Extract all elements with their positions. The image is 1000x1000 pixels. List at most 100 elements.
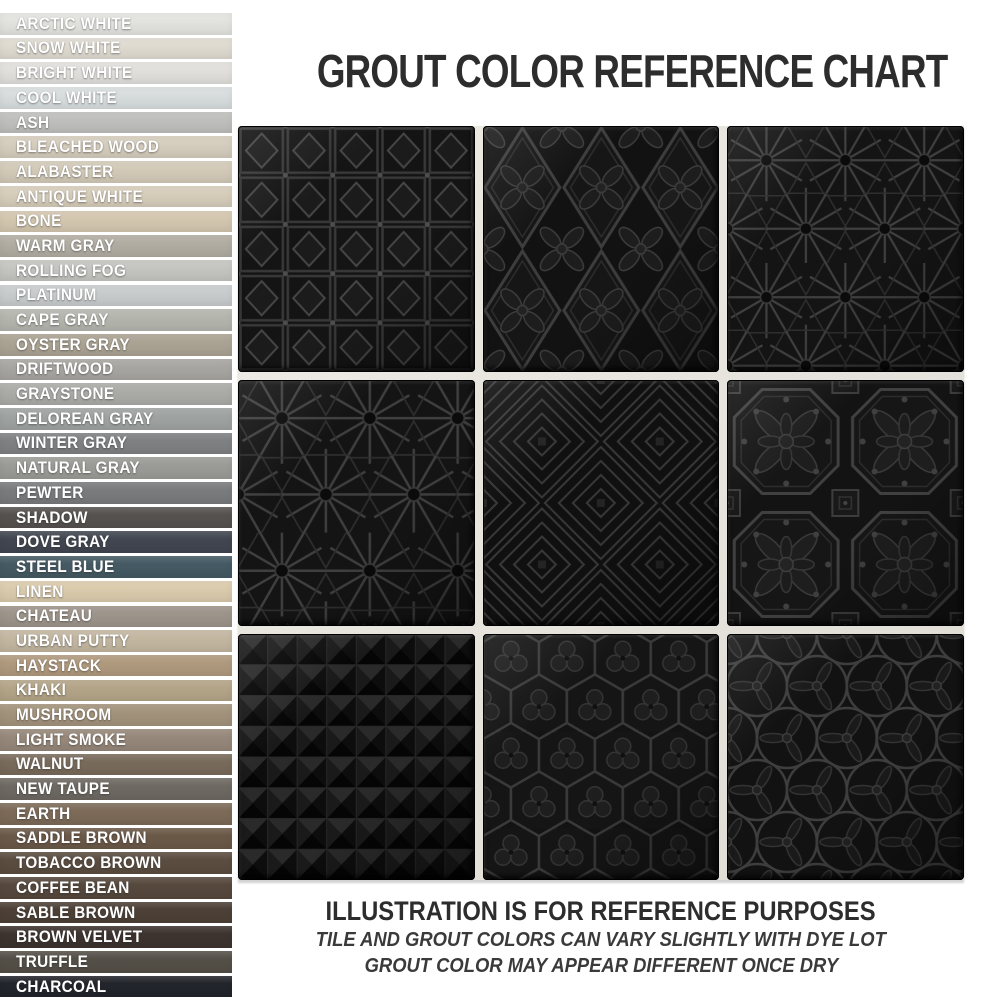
swatch-label: SADDLE BROWN — [16, 828, 147, 848]
swatch-row-mushroom: MUSHROOM — [0, 704, 232, 726]
swatch-row-bleached-wood: BLEACHED WOOD — [0, 136, 232, 159]
swatch-label: BONE — [16, 211, 62, 231]
swatch-label: SHADOW — [16, 507, 88, 527]
swatch-label: ASH — [16, 112, 50, 132]
swatch-label: MUSHROOM — [16, 705, 112, 725]
swatch-label: COFFEE BEAN — [16, 877, 130, 897]
grout-color-list: ARCTIC WHITE SNOW WHITE BRIGHT WHITE COO… — [0, 13, 232, 1000]
swatch-row-delorean-gray: DELOREAN GRAY — [0, 408, 232, 430]
swatch-label: PEWTER — [16, 482, 84, 502]
swatch-row-urban-putty: URBAN PUTTY — [0, 630, 232, 652]
swatch-row-new-taupe: NEW TAUPE — [0, 778, 232, 800]
swatch-row-coffee-bean: COFFEE BEAN — [0, 877, 232, 899]
swatch-label: SABLE BROWN — [16, 902, 136, 922]
swatch-label: TOBACCO BROWN — [16, 853, 162, 873]
swatch-label: WARM GRAY — [16, 235, 115, 255]
swatch-label: BROWN VELVET — [16, 927, 143, 947]
disclaimer-block: ILLUSTRATION IS FOR REFERENCE PURPOSES T… — [238, 896, 964, 980]
swatch-row-tobacco-brown: TOBACCO BROWN — [0, 852, 232, 874]
swatch-row-cool-white: COOL WHITE — [0, 87, 232, 109]
disclaimer-line-once-dry-text: GROUT COLOR MAY APPEAR DIFFERENT ONCE DR… — [364, 955, 838, 978]
tile-diamond-flower-lattice — [482, 126, 720, 372]
swatch-row-oyster-gray: OYSTER GRAY — [0, 333, 232, 356]
swatch-row-driftwood: DRIFTWOOD — [0, 358, 232, 381]
swatch-row-steel-blue: STEEL BLUE — [0, 556, 232, 578]
swatch-row-ash: ASH — [0, 111, 232, 134]
swatch-row-haystack: HAYSTACK — [0, 654, 232, 677]
swatch-row-walnut: WALNUT — [0, 753, 232, 776]
swatch-row-arctic-white: ARCTIC WHITE — [0, 13, 232, 35]
swatch-row-sable-brown: SABLE BROWN — [0, 901, 232, 924]
tile-mosaic-grid — [238, 126, 964, 880]
swatch-label: NEW TAUPE — [16, 779, 110, 799]
swatch-label: TRUFFLE — [16, 951, 89, 971]
swatch-row-bone: BONE — [0, 210, 232, 233]
swatch-row-chateau: CHATEAU — [0, 605, 232, 628]
swatch-row-warm-gray: WARM GRAY — [0, 235, 232, 257]
swatch-row-light-smoke: LIGHT SMOKE — [0, 728, 232, 751]
swatch-label: HAYSTACK — [16, 655, 102, 675]
swatch-row-dove-gray: DOVE GRAY — [0, 531, 232, 554]
swatch-label: ANTIQUE WHITE — [16, 186, 144, 206]
swatch-label: CAPE GRAY — [16, 310, 109, 330]
swatch-label: BLEACHED WOOD — [16, 137, 160, 157]
swatch-label: BRIGHT WHITE — [16, 63, 133, 83]
swatch-row-linen: LINEN — [0, 580, 232, 603]
swatch-row-bright-white: BRIGHT WHITE — [0, 62, 232, 84]
tile-quilted-diamond-grid — [238, 126, 475, 372]
swatch-row-snow-white: SNOW WHITE — [0, 37, 232, 60]
swatch-row-antique-white: ANTIQUE WHITE — [0, 185, 232, 208]
swatch-row-platinum: PLATINUM — [0, 284, 232, 307]
disclaimer-line-once-dry: GROUT COLOR MAY APPEAR DIFFERENT ONCE DR… — [238, 953, 964, 979]
swatch-row-saddle-brown: SADDLE BROWN — [0, 827, 232, 850]
tile-pinwheel-flower — [727, 634, 964, 880]
disclaimer-heading-text: ILLUSTRATION IS FOR REFERENCE PURPOSES — [325, 896, 877, 926]
swatch-row-charcoal: CHARCOAL — [0, 975, 232, 998]
swatch-label: OYSTER GRAY — [16, 334, 130, 354]
page-title: GROUT COLOR REFERENCE CHART — [238, 44, 964, 98]
swatch-row-khaki: KHAKI — [0, 679, 232, 702]
swatch-label: LIGHT SMOKE — [16, 729, 127, 749]
swatch-label: ARCTIC WHITE — [16, 13, 132, 33]
swatch-label: ROLLING FOG — [16, 260, 127, 280]
swatch-row-natural-gray: NATURAL GRAY — [0, 457, 232, 479]
swatch-label: DRIFTWOOD — [16, 359, 114, 379]
swatch-row-truffle: TRUFFLE — [0, 951, 232, 973]
swatch-label: GRAYSTONE — [16, 384, 115, 404]
disclaimer-heading: ILLUSTRATION IS FOR REFERENCE PURPOSES — [238, 896, 964, 927]
swatch-label: LINEN — [16, 581, 64, 601]
swatch-row-pewter: PEWTER — [0, 482, 232, 504]
swatch-label: NATURAL GRAY — [16, 458, 140, 478]
swatch-label: WINTER GRAY — [16, 433, 128, 453]
page-title-text: GROUT COLOR REFERENCE CHART — [316, 45, 948, 97]
swatch-row-brown-velvet: BROWN VELVET — [0, 926, 232, 949]
swatch-label: WALNUT — [16, 754, 84, 774]
swatch-label: STEEL BLUE — [16, 556, 115, 576]
swatch-row-rolling-fog: ROLLING FOG — [0, 259, 232, 282]
swatch-label: COOL WHITE — [16, 87, 118, 107]
swatch-label: EARTH — [16, 803, 71, 823]
swatch-label: DELOREAN GRAY — [16, 408, 154, 428]
swatch-label: ALABASTER — [16, 161, 114, 181]
tile-octagon-flower-medallion — [727, 380, 964, 626]
tile-asanoha-starburst-large — [238, 380, 475, 626]
swatch-row-earth: EARTH — [0, 803, 232, 825]
swatch-label: DOVE GRAY — [16, 532, 110, 552]
swatch-label: CHATEAU — [16, 606, 93, 626]
swatch-row-graystone: GRAYSTONE — [0, 383, 232, 405]
disclaimer-line-dye-lot: TILE AND GROUT COLORS CAN VARY SLIGHTLY … — [238, 927, 964, 953]
swatch-label: KHAKI — [16, 680, 67, 700]
swatch-label: SNOW WHITE — [16, 38, 121, 58]
tile-pyramid-stud-grid — [238, 634, 475, 880]
swatch-row-alabaster: ALABASTER — [0, 161, 232, 183]
swatch-label: CHARCOAL — [16, 976, 107, 996]
disclaimer-line-dye-lot-text: TILE AND GROUT COLORS CAN VARY SLIGHTLY … — [315, 929, 887, 951]
swatch-row-shadow: SHADOW — [0, 506, 232, 529]
tile-asanoha-starburst — [727, 126, 964, 372]
swatch-label: PLATINUM — [16, 285, 97, 305]
swatch-row-cape-gray: CAPE GRAY — [0, 309, 232, 331]
tile-hexagon-clover — [482, 634, 720, 880]
tile-concentric-diamond-maze — [482, 380, 720, 626]
swatch-row-winter-gray: WINTER GRAY — [0, 432, 232, 455]
